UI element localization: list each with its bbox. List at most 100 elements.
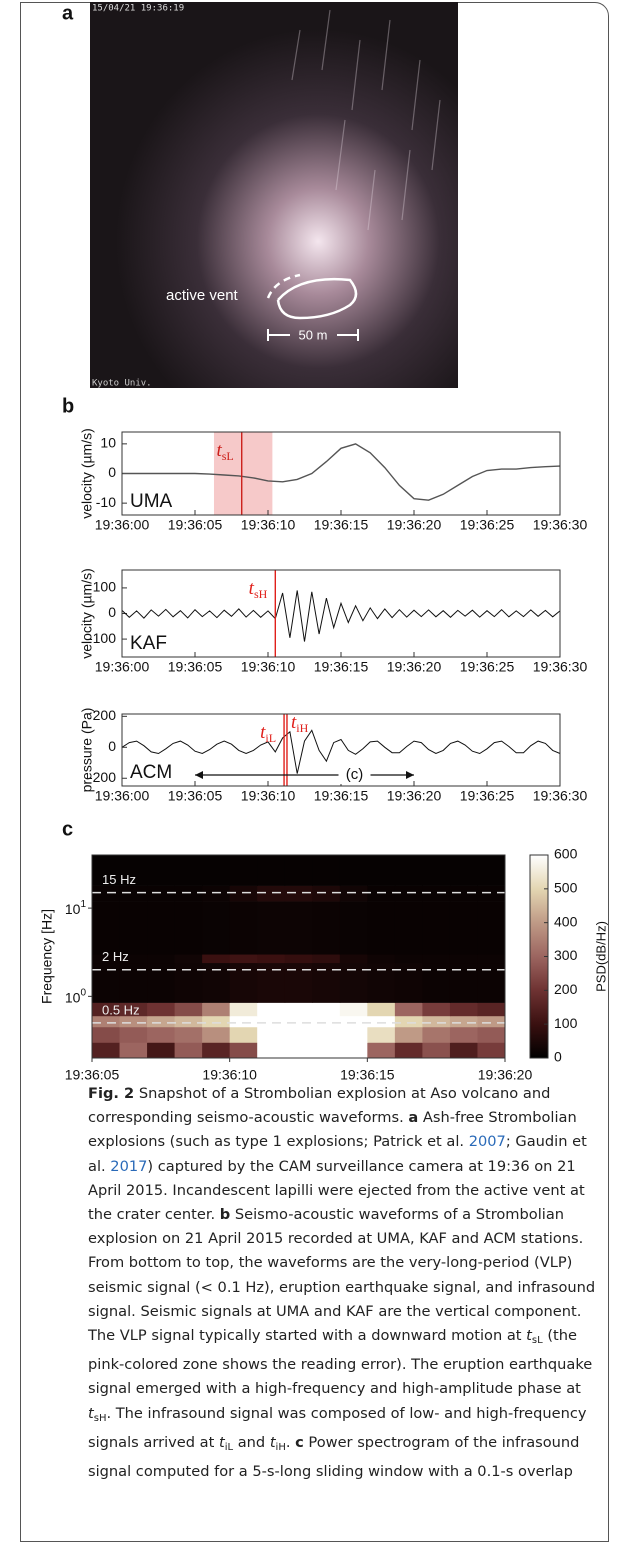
psd-cell [147,962,176,1003]
psd-cell [257,1042,286,1059]
psd-cell [367,1002,396,1017]
scale-bar [267,329,359,341]
onset-label: tiH [291,712,309,734]
credit: Kyoto Univ. [92,379,152,389]
y-tick-label: 0 [108,604,116,620]
psd-cell [284,855,313,886]
waveform [121,729,561,774]
caption-link[interactable]: 2017 [110,1157,148,1175]
caption-plain: (the pink-colored zone shows the reading… [88,1327,593,1398]
onset-label: tsH [249,578,268,600]
axes-frame [91,854,506,1059]
psd-cell [422,962,451,1003]
psd-cell [312,954,341,964]
psd-cell [229,962,258,1003]
psd-cell [174,1042,203,1059]
caption-sub: sL [531,1335,543,1347]
psd-cell [202,1042,231,1059]
figure-caption: Fig. 2 Snapshot of a Strombolian explosi… [88,1082,608,1484]
x-tick-label: 19:36:00 [95,659,150,675]
psd-cell [284,901,313,955]
psd-cell [147,1002,176,1017]
caption-sub: sH [93,1412,107,1424]
psd-cell [367,1026,396,1043]
psd-cell [339,1002,368,1017]
psd-cell [339,1026,368,1043]
psd-cell [477,1002,506,1017]
psd-cell [92,1015,121,1028]
psd-cell [367,1015,396,1028]
onset-label-main: t [216,440,222,461]
x-tick-label: 19:36:05 [168,788,223,804]
psd-cell [394,954,423,964]
x-tick-label: 19:36:20 [387,788,442,804]
caption-link[interactable]: 2007 [468,1133,506,1151]
station-label: ACM [130,762,172,783]
psd-cell [367,901,396,955]
psd-cell [312,1042,341,1059]
caption-italic: t [526,1327,532,1345]
psd-cell [202,1015,231,1028]
psd-cell [92,855,121,886]
caption-italic: t [269,1433,276,1451]
caption-plain: Seismo-acoustic waveforms of a Stromboli… [88,1206,596,1345]
caption-sub: iH [275,1441,286,1453]
x-tick-label: 19:36:30 [533,517,588,533]
psd-cell [92,954,121,964]
caption-plain: Snapshot of a Strombolian explosion at A… [88,1085,551,1127]
colorbar-tick-label: 100 [554,1015,578,1031]
x-tick-label: 19:36:05 [168,659,223,675]
x-tick-label: 19:36:25 [460,517,515,533]
psd-cell [312,1015,341,1028]
y-tick-exponent: 1 [80,899,86,910]
x-tick-label: 19:36:25 [460,788,515,804]
x-tick-label: 19:36:25 [460,659,515,675]
psd-cell [339,885,368,902]
psd-cell [229,1015,258,1028]
onset-label-main: t [249,578,255,599]
psd-cell [312,901,341,955]
x-tick-label: 19:36:30 [533,659,588,675]
x-tick-label: 19:36:20 [478,1067,533,1080]
psd-cell [339,901,368,955]
psd-cell [147,901,176,955]
caption-italic: t [88,1404,94,1422]
arrow-label: (c) [346,766,364,783]
x-tick-label: 19:36:15 [314,788,369,804]
psd-cell [119,962,148,1003]
caption-plain: Ash-free Strombolian explosions (such as… [88,1109,577,1151]
psd-cell [394,1002,423,1017]
x-tick-label: 19:36:05 [168,517,223,533]
psd-cell [449,1002,478,1017]
psd-cell [92,1042,121,1059]
psd-cell [449,901,478,955]
psd-cell [257,885,286,902]
x-tick-label: 19:36:15 [314,517,369,533]
psd-cell [394,1015,423,1028]
onset-label-main: t [260,722,266,743]
caption-plain: ; Gaudin et al. [88,1133,587,1175]
frequency-label: 2 Hz [102,949,129,964]
caption-italic: t [218,1433,225,1451]
caption-plain: Power spectrogram of the infrasound sign… [88,1433,580,1481]
x-tick-label: 19:36:10 [241,788,296,804]
psd-cell [202,855,231,886]
psd-cell [92,962,121,1003]
psd-cell [339,954,368,964]
psd-cell [174,901,203,955]
psd-cell [312,855,341,886]
caption-plain: and [233,1433,270,1451]
psd-cell [147,1026,176,1043]
psd-cell [147,954,176,964]
caption-bold: Fig. 2 [88,1085,135,1102]
psd-cell [229,1026,258,1043]
psd-cell [202,901,231,955]
y-tick-base: 10 [65,989,81,1005]
psd-cell [422,1002,451,1017]
psd-cell [257,855,286,886]
x-tick-label: 19:36:10 [241,517,296,533]
psd-cell [202,962,231,1003]
psd-cell [394,901,423,955]
caption-plain: . [285,1433,296,1451]
x-tick-label: 19:36:00 [95,788,150,804]
